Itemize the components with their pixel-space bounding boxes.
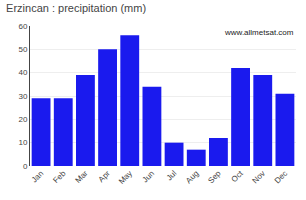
svg-text:Mar: Mar <box>74 169 90 185</box>
svg-text:Aug: Aug <box>184 169 200 185</box>
svg-text:Sep: Sep <box>206 168 223 185</box>
svg-text:Nov: Nov <box>251 169 267 185</box>
svg-text:Erzincan : precipitation (mm): Erzincan : precipitation (mm) <box>6 2 146 14</box>
svg-text:50: 50 <box>18 45 27 54</box>
svg-text:www.allmetsat.com: www.allmetsat.com <box>224 28 294 37</box>
svg-text:Apr: Apr <box>97 169 112 184</box>
svg-text:0: 0 <box>23 162 28 171</box>
svg-text:40: 40 <box>18 68 27 77</box>
svg-text:Dec: Dec <box>273 169 289 185</box>
svg-text:10: 10 <box>18 138 27 147</box>
svg-text:Jun: Jun <box>141 169 156 184</box>
svg-text:20: 20 <box>18 115 27 124</box>
svg-text:Oct: Oct <box>230 168 246 184</box>
svg-text:Jan: Jan <box>30 169 45 184</box>
svg-text:Feb: Feb <box>51 168 68 185</box>
svg-text:60: 60 <box>18 22 27 31</box>
svg-text:Jul: Jul <box>165 169 179 183</box>
svg-text:30: 30 <box>18 92 27 101</box>
svg-text:May: May <box>117 169 134 186</box>
